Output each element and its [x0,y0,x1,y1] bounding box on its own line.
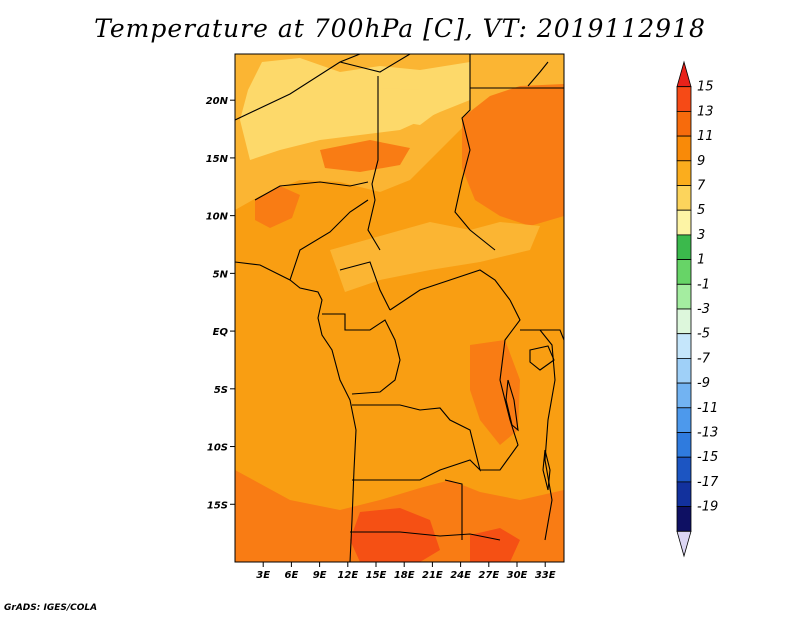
border-congo [322,313,401,395]
grads-credit: GrADS: IGES/COLA [4,603,98,613]
colorbar-swatch [676,432,692,458]
map-frame [234,53,565,563]
colorbar-label: -11 [697,401,718,416]
map-title: Temperature at 700hPa [C], VT: 201911291… [94,14,706,43]
border-nigeria-niger [254,181,369,201]
colorbar-label: 3 [697,228,705,243]
colorbar-arrow-bottom [676,530,692,558]
colorbar-label: -13 [697,426,718,441]
lon-tick-label: 21E [422,570,443,581]
colorbar-label: -3 [697,302,710,317]
colorbar-swatch [676,407,692,433]
country-borders [235,54,564,562]
colorbar-label: -7 [697,351,711,366]
colorbar-swatch [676,382,692,409]
colorbar-swatch [676,86,692,112]
temperature-field [235,54,564,562]
colorbar-swatch [676,283,692,310]
field-fill-7c-car [330,222,540,292]
latitude-axis: 20N 15N 10N 5N EQ 5S 10S 15S [206,96,235,511]
colorbar-label: 5 [697,203,705,218]
border-algeria-mali [235,54,361,121]
border-cameroon-car [339,261,391,311]
colorbar-label: 13 [697,104,714,119]
colorbar-swatch [676,111,692,137]
lon-tick-label: 27E [478,570,499,581]
colorbar-swatch [676,209,692,236]
lat-tick-label: 5S [214,385,228,396]
lat-tick-label: 5N [213,269,229,280]
colorbar-swatch [676,135,692,162]
field-fill-5c-north [240,58,470,160]
colorbar-swatch [676,506,692,532]
border-egypt-sudan [454,54,496,251]
coastline-west [235,261,357,562]
colorbar-label: -15 [697,450,718,465]
border-niger-libya [339,54,411,73]
border-east-coast [539,329,556,541]
colorbar-label: -17 [697,475,719,490]
lon-tick-label: 15E [366,570,387,581]
colorbar-swatch [676,259,692,285]
lat-tick-label: EQ [213,327,229,338]
field-fill-11c-lakes [470,340,520,445]
lon-tick-label: 12E [337,570,358,581]
border-uganda-kenya [520,329,564,341]
border-drc-east [480,299,521,471]
field-fill-11c-northeast [462,84,564,226]
colorbar-swatch [676,308,692,335]
lake-tanganyika [505,379,519,432]
field-fill-11c-central [320,140,410,172]
lon-tick-label: 9E [313,570,327,581]
field-fill-13c-south [350,508,440,562]
colorbar-label: 1 [697,253,705,268]
colorbar-swatch [676,357,692,384]
colorbar-label: 11 [697,129,714,144]
colorbar: 15 13 11 9 7 5 3 1 -1 -3 -5 -7 -9 -11 -13 -15 -17 -19 [676,60,719,558]
colorbar-swatch [676,160,692,186]
colorbar-label: -9 [697,376,710,391]
colorbar-label: -19 [697,500,718,515]
lon-tick-label: 18E [394,570,415,581]
colorbar-label: 7 [697,179,706,194]
lat-tick-label: 10S [207,443,228,454]
colorbar-swatch [676,185,692,211]
lon-tick-label: 6E [285,570,299,581]
border-chad-sudan [367,76,381,251]
field-fill-11c-west [255,186,300,228]
red-sea-coast [527,61,549,87]
colorbar-swatch [676,333,692,359]
lon-tick-label: 3E [256,570,270,581]
border-zambia [444,479,463,540]
colorbar-swatch [676,456,692,483]
lon-tick-label: 33E [535,570,556,581]
colorbar-swatch [676,234,692,260]
border-car-drc [389,269,511,311]
border-nigeria-cameroon [289,199,369,281]
lat-tick-label: 15S [207,500,228,511]
colorbar-arrow-top [676,60,692,88]
lat-tick-label: 20N [206,96,229,107]
longitude-axis: 3E 6E 9E 12E 15E 18E 21E 24E 27E 30E 33E [256,562,556,581]
border-angola-namibia [350,531,501,541]
colorbar-label: 15 [697,80,714,95]
lake-malawi [542,449,551,491]
colorbar-swatch [676,481,692,507]
lon-tick-label: 30E [507,570,528,581]
field-fill-5c-patch [380,88,440,125]
lon-tick-label: 24E [450,570,471,581]
lat-tick-label: 10N [206,212,229,223]
lake-victoria [529,345,555,371]
lat-tick-label: 15N [206,154,229,165]
colorbar-label: -5 [697,327,710,342]
border-drc-angola [352,404,482,481]
colorbar-label: -1 [697,277,710,292]
colorbar-label: 9 [697,154,705,169]
